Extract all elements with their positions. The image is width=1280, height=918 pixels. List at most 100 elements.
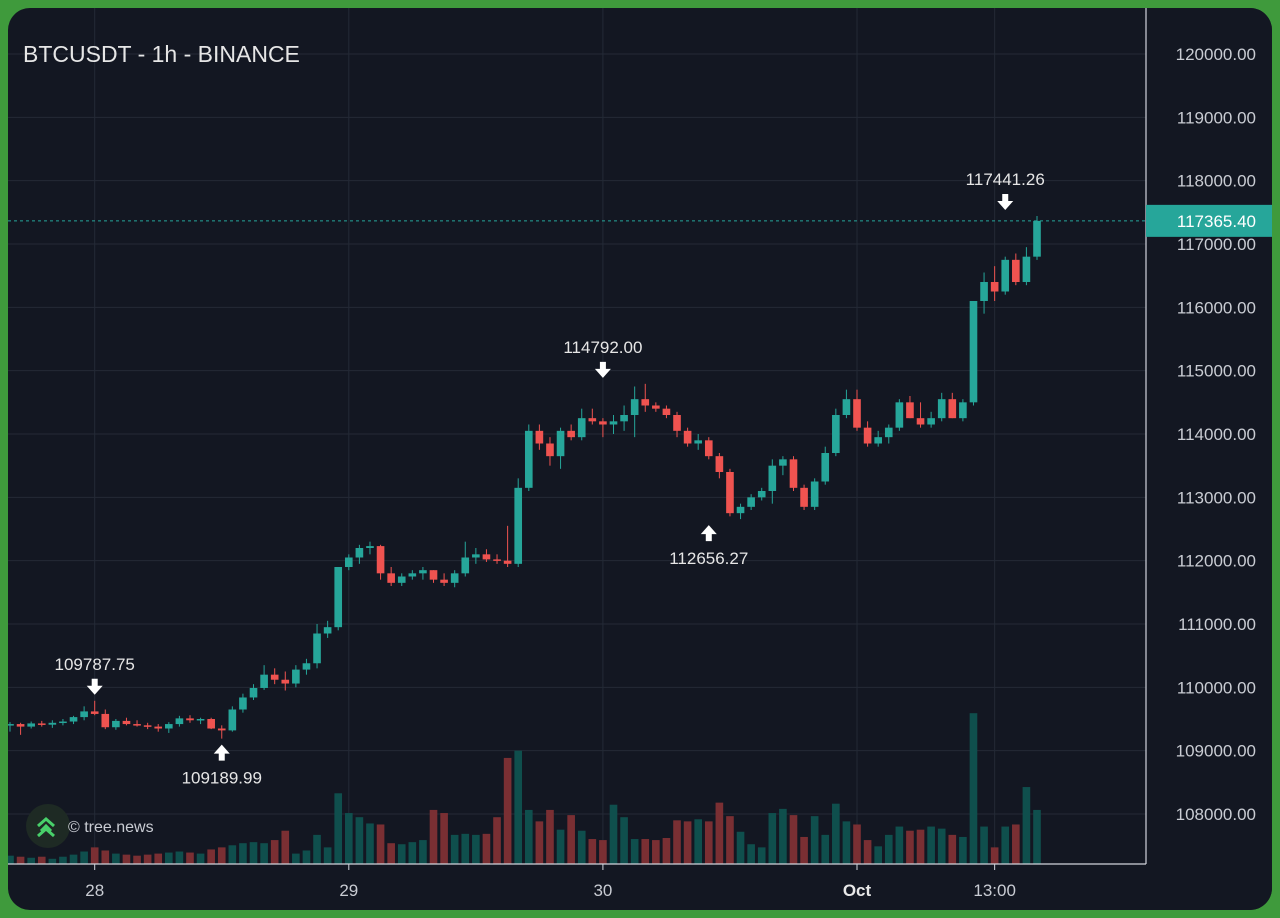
candle-body[interactable] <box>292 669 300 684</box>
candle-body[interactable] <box>313 633 321 664</box>
candle-body[interactable] <box>1033 220 1041 257</box>
candle-body[interactable] <box>408 573 417 577</box>
candle-body[interactable] <box>704 440 713 457</box>
candle-body[interactable] <box>810 481 819 507</box>
price-axis-panel[interactable] <box>1146 8 1272 910</box>
candle-body[interactable] <box>969 301 978 403</box>
candle-body[interactable] <box>683 430 692 444</box>
candle-body[interactable] <box>927 418 935 425</box>
candle-body[interactable] <box>779 459 787 466</box>
candle-body[interactable] <box>800 487 808 507</box>
candle-body[interactable] <box>577 418 586 438</box>
candle-body[interactable] <box>620 415 628 422</box>
candle-body[interactable] <box>37 723 46 725</box>
candle-body[interactable] <box>196 719 205 721</box>
candle-body[interactable] <box>673 415 681 431</box>
candle-body[interactable] <box>937 399 946 419</box>
candle-body[interactable] <box>101 713 110 728</box>
candle-body[interactable] <box>27 723 35 727</box>
candle-body[interactable] <box>90 711 99 714</box>
candle-body[interactable] <box>980 282 988 301</box>
candle-body[interactable] <box>175 718 184 725</box>
candle-body[interactable] <box>281 679 290 684</box>
candle-body[interactable] <box>916 418 925 425</box>
candle-body[interactable] <box>239 697 247 710</box>
candle-body[interactable] <box>260 674 268 688</box>
candle-body[interactable] <box>821 453 830 482</box>
candle-body[interactable] <box>757 491 766 498</box>
candle-body[interactable] <box>503 560 512 564</box>
candle-body[interactable] <box>112 720 120 728</box>
candle-body[interactable] <box>1012 259 1020 282</box>
candlestick-chart[interactable]: 109787.75 109189.99 114792.00 112656.27 1174… <box>8 8 1272 910</box>
candle-body[interactable] <box>387 573 395 583</box>
candle-body[interactable] <box>959 402 967 419</box>
candle-body[interactable] <box>323 627 332 634</box>
candle-body[interactable] <box>652 405 660 409</box>
candle-body[interactable] <box>270 674 279 680</box>
candle-body[interactable] <box>355 548 364 558</box>
candle-body[interactable] <box>334 567 343 628</box>
candle-body[interactable] <box>249 687 258 698</box>
candle-body[interactable] <box>366 546 374 548</box>
candle-body[interactable] <box>186 718 194 721</box>
candle-body[interactable] <box>556 430 565 457</box>
candle-body[interactable] <box>895 402 904 428</box>
candle-body[interactable] <box>948 399 957 419</box>
candle-body[interactable] <box>493 559 501 561</box>
candle-body[interactable] <box>429 570 438 580</box>
candle-body[interactable] <box>990 282 999 292</box>
candle-body[interactable] <box>514 487 523 564</box>
candle-body[interactable] <box>524 430 533 488</box>
candle-body[interactable] <box>472 554 480 558</box>
candle-body[interactable] <box>609 421 618 425</box>
candle-body[interactable] <box>397 576 406 583</box>
candle-body[interactable] <box>133 724 141 726</box>
candle-body[interactable] <box>1001 259 1010 292</box>
candle-body[interactable] <box>630 399 639 415</box>
candle-body[interactable] <box>154 726 163 729</box>
candle-body[interactable] <box>80 711 88 718</box>
candle-body[interactable] <box>165 724 173 729</box>
candle-body[interactable] <box>482 554 491 560</box>
candle-body[interactable] <box>207 719 215 729</box>
candle-body[interactable] <box>69 717 78 722</box>
candle-body[interactable] <box>546 443 554 457</box>
candle-body[interactable] <box>747 497 755 507</box>
candle-body[interactable] <box>842 399 851 415</box>
candle-body[interactable] <box>419 570 427 574</box>
candle-body[interactable] <box>768 465 777 491</box>
candle-body[interactable] <box>217 728 226 731</box>
candle-body[interactable] <box>641 399 650 406</box>
candle-body[interactable] <box>535 430 544 444</box>
candle-body[interactable] <box>588 418 597 422</box>
candle-body[interactable] <box>228 709 237 731</box>
candle-body[interactable] <box>344 557 353 568</box>
candle-body[interactable] <box>832 415 840 453</box>
candle-body[interactable] <box>662 408 671 415</box>
candle-body[interactable] <box>726 472 734 514</box>
candle-body[interactable] <box>694 440 703 444</box>
candle-body[interactable] <box>567 430 575 438</box>
candle-body[interactable] <box>461 557 470 574</box>
candle-body[interactable] <box>122 720 131 725</box>
candle-body[interactable] <box>906 402 914 419</box>
candles[interactable] <box>8 216 1041 739</box>
candle-body[interactable] <box>440 579 448 583</box>
candle-body[interactable] <box>302 663 311 670</box>
candle-body[interactable] <box>143 725 152 727</box>
candle-body[interactable] <box>599 421 607 425</box>
candle-body[interactable] <box>853 399 861 428</box>
candle-body[interactable] <box>884 427 893 438</box>
candle-body[interactable] <box>736 506 745 514</box>
candle-body[interactable] <box>376 546 385 574</box>
candle-body[interactable] <box>715 456 724 472</box>
candle-body[interactable] <box>863 427 872 444</box>
candle-body[interactable] <box>789 459 798 488</box>
candle-body[interactable] <box>874 437 882 444</box>
candle-body[interactable] <box>1022 256 1031 282</box>
candle-body[interactable] <box>450 573 459 583</box>
candle-body[interactable] <box>59 721 67 724</box>
candle-body[interactable] <box>48 722 57 725</box>
candle-body[interactable] <box>8 724 14 726</box>
